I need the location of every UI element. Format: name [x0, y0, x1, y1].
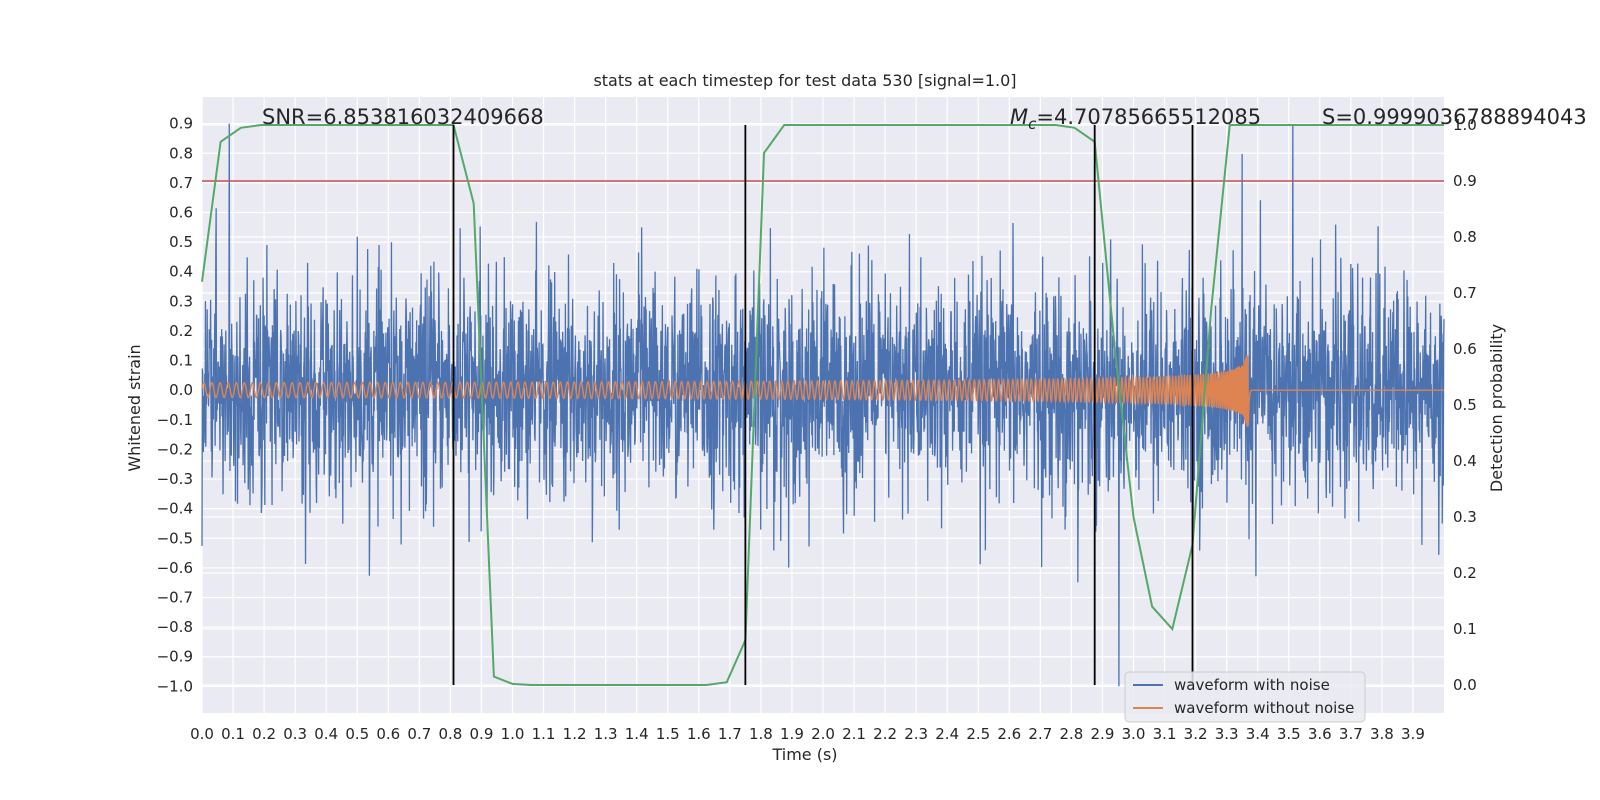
- legend-label-with-noise: waveform with noise: [1174, 676, 1330, 694]
- annotation-chirp-mass: Mc=4.70785665512085: [1010, 105, 1261, 133]
- y-left-tick-label: 0.8: [169, 144, 193, 162]
- y-left-tick-label: −0.2: [157, 440, 193, 458]
- x-tick-label: 1.4: [625, 725, 649, 743]
- x-axis-ticks: 0.0 0.1 0.2 0.3 0.4 0.5 0.6 0.7 0.8 0.9 1.0 1.1 1.2 1…: [190, 725, 1425, 743]
- x-tick-label: 3.9: [1401, 725, 1425, 743]
- annotation-chirp-mass-symbol: M: [1010, 105, 1028, 129]
- x-tick-label: 3.0: [1122, 725, 1146, 743]
- y-left-tick-label: −0.4: [157, 500, 193, 518]
- annotation-chirp-mass-subscript: c: [1028, 115, 1037, 133]
- x-tick-label: 2.3: [904, 725, 928, 743]
- y-left-tick-label: −0.7: [157, 589, 193, 607]
- x-tick-label: 2.1: [842, 725, 866, 743]
- y-left-tick-label: 0.5: [169, 233, 193, 251]
- y-left-tick-label: 0.0: [169, 381, 193, 399]
- y-right-axis-ticks: 1.0 0.9 0.8 0.7 0.6 0.5 0.4 0.3 0.2 0.1 0.0: [1453, 116, 1477, 694]
- x-tick-label: 2.9: [1091, 725, 1115, 743]
- annotation-s: S=0.9999036788894043: [1322, 105, 1587, 129]
- x-axis-label: Time (s): [771, 745, 837, 764]
- x-tick-label: 0.4: [314, 725, 338, 743]
- x-tick-label: 3.8: [1370, 725, 1394, 743]
- y-right-tick-label: 0.5: [1453, 396, 1477, 414]
- x-tick-label: 1.8: [749, 725, 773, 743]
- y-right-tick-label: 0.2: [1453, 564, 1477, 582]
- x-tick-label: 1.7: [718, 725, 742, 743]
- series-waveform-with-noise: [201, 123, 1445, 687]
- x-tick-label: 2.8: [1059, 725, 1083, 743]
- y-right-tick-label: 0.6: [1453, 340, 1477, 358]
- x-tick-label: 2.2: [873, 725, 897, 743]
- y-left-tick-label: 0.2: [169, 322, 193, 340]
- x-tick-label: 1.3: [594, 725, 618, 743]
- y-right-tick-label: 0.7: [1453, 284, 1477, 302]
- x-tick-label: 2.4: [935, 725, 959, 743]
- x-tick-label: 1.6: [687, 725, 711, 743]
- y-left-tick-label: 0.6: [169, 204, 193, 222]
- y-left-tick-label: 0.9: [169, 115, 193, 133]
- x-tick-label: 0.1: [221, 725, 245, 743]
- x-tick-label: 3.1: [1153, 725, 1177, 743]
- y-right-tick-label: 0.0: [1453, 676, 1477, 694]
- x-tick-label: 2.7: [1028, 725, 1052, 743]
- legend-label-without-noise: waveform without noise: [1174, 699, 1354, 717]
- y-left-tick-label: −0.8: [157, 618, 193, 636]
- y-left-axis-label: Whitened strain: [125, 344, 144, 471]
- x-tick-label: 1.1: [532, 725, 556, 743]
- x-tick-label: 3.4: [1246, 725, 1270, 743]
- x-tick-label: 0.9: [470, 725, 494, 743]
- annotation-chirp-mass-value: =4.70785665512085: [1036, 105, 1261, 129]
- legend: waveform with noise waveform without noi…: [1124, 671, 1366, 723]
- y-right-tick-label: 0.8: [1453, 228, 1477, 246]
- y-right-tick-label: 0.1: [1453, 620, 1477, 638]
- x-tick-label: 1.9: [780, 725, 804, 743]
- x-tick-label: 1.5: [656, 725, 680, 743]
- x-tick-label: 3.5: [1277, 725, 1301, 743]
- y-left-tick-label: −0.6: [157, 559, 193, 577]
- y-left-tick-label: −0.3: [157, 470, 193, 488]
- line-waveform-without-noise: [201, 355, 1444, 427]
- x-tick-label: 0.7: [407, 725, 431, 743]
- y-left-tick-label: 0.7: [169, 174, 193, 192]
- x-tick-label: 0.0: [190, 725, 214, 743]
- x-tick-label: 2.0: [811, 725, 835, 743]
- y-right-axis-label: Detection probability: [1487, 324, 1506, 492]
- line-waveform-with-noise: [201, 123, 1445, 687]
- y-left-tick-label: −1.0: [157, 677, 193, 695]
- y-right-tick-label: 1.0: [1453, 116, 1477, 134]
- y-left-tick-label: −0.1: [157, 411, 193, 429]
- legend-box: [1124, 671, 1366, 723]
- chart-title: stats at each timestep for test data 530…: [593, 71, 1016, 90]
- x-tick-label: 2.6: [997, 725, 1021, 743]
- y-right-tick-label: 0.3: [1453, 508, 1477, 526]
- y-right-tick-label: 0.9: [1453, 172, 1477, 190]
- x-tick-label: 0.5: [345, 725, 369, 743]
- x-tick-label: 0.2: [252, 725, 276, 743]
- y-right-tick-label: 0.4: [1453, 452, 1477, 470]
- series-detection-probability: [201, 124, 1444, 686]
- x-tick-label: 3.3: [1215, 725, 1239, 743]
- x-tick-label: 0.6: [376, 725, 400, 743]
- vertical-markers: [452, 125, 1194, 685]
- y-left-tick-label: 0.1: [169, 352, 193, 370]
- annotation-snr: SNR=6.853816032409668: [262, 105, 544, 129]
- x-tick-label: 1.0: [501, 725, 525, 743]
- x-tick-label: 3.7: [1339, 725, 1363, 743]
- y-left-tick-label: −0.5: [157, 529, 193, 547]
- y-left-tick-label: 0.4: [169, 263, 193, 281]
- y-left-tick-label: −0.9: [157, 648, 193, 666]
- x-tick-label: 0.8: [438, 725, 462, 743]
- x-tick-label: 0.3: [283, 725, 307, 743]
- x-tick-label: 2.5: [966, 725, 990, 743]
- x-tick-label: 3.2: [1184, 725, 1208, 743]
- x-tick-label: 1.2: [563, 725, 587, 743]
- y-left-tick-label: 0.3: [169, 292, 193, 310]
- y-left-axis-ticks: 0.9 0.8 0.7 0.6 0.5 0.4 0.3 0.2 0.1 0.0 −0.1 −0.2 −0…: [157, 115, 193, 696]
- series-waveform-without-noise: [201, 355, 1444, 427]
- x-tick-label: 3.6: [1308, 725, 1332, 743]
- line-detection-probability: [201, 124, 1444, 686]
